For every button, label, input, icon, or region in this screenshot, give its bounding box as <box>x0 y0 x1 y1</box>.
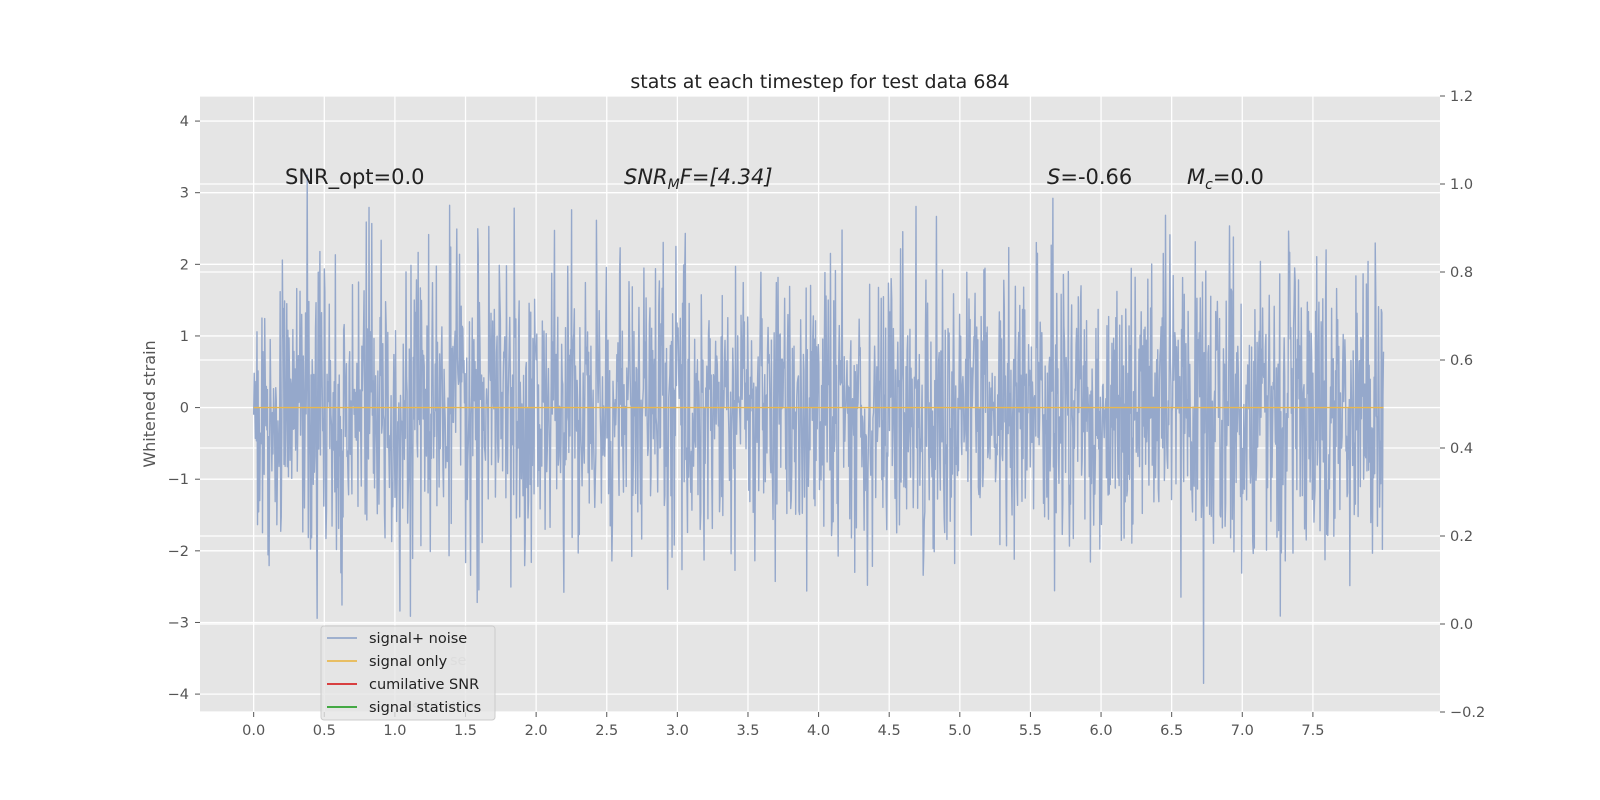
y-tick-label: −1 <box>168 472 189 488</box>
x-axis: 0.0 0.5 1.0 1.5 2.0 2.5 3.0 3.5 4.0 4.5 5.0 5.5 6.0 6… <box>242 712 1324 739</box>
series-signal-plus-noise <box>252 174 1385 685</box>
x-tick-label: 2.5 <box>595 723 618 739</box>
x-tick-label: 0.5 <box>313 723 336 739</box>
annotation-snr-opt: SNR_opt=0.0 <box>285 165 425 190</box>
x-tick-label: 4.5 <box>878 723 901 739</box>
y-tick-label: −3 <box>168 615 189 631</box>
x-tick-label: 3.5 <box>736 723 759 739</box>
x-tick-label: 1.5 <box>454 723 477 739</box>
x-tick-label: 7.0 <box>1231 723 1254 739</box>
legend-label-signal-plus-noise: signal+ noise <box>369 631 467 647</box>
legend-label-signal-statistics: signal statistics <box>369 700 481 716</box>
x-tick-label: 1.0 <box>383 723 406 739</box>
x-tick-label: 4.0 <box>807 723 830 739</box>
y2-tick-label: 1.2 <box>1450 89 1473 105</box>
y-axis-left: −4 −3 −2 −1 0 1 2 3 4 <box>168 114 200 703</box>
x-tick-label: 5.5 <box>1019 723 1042 739</box>
x-tick-label: 3.0 <box>666 723 689 739</box>
y-tick-label: 0 <box>180 401 189 417</box>
annotation-s: S=-0.66 <box>1047 165 1132 189</box>
y-tick-label: 3 <box>180 186 189 202</box>
chart-title: stats at each timestep for test data 684 <box>630 71 1009 93</box>
y-tick-label: −2 <box>168 544 189 560</box>
y2-tick-label: 0.8 <box>1450 265 1473 281</box>
x-tick-label: 6.0 <box>1090 723 1113 739</box>
y2-tick-label: 1.0 <box>1450 177 1473 193</box>
y2-tick-label: 0.6 <box>1450 353 1473 369</box>
y2-tick-label: −0.2 <box>1450 705 1485 721</box>
y-tick-label: 2 <box>180 257 189 273</box>
x-tick-label: 5.0 <box>948 723 971 739</box>
y-tick-label: −4 <box>168 687 189 703</box>
x-tick-label: 7.5 <box>1301 723 1324 739</box>
y-axis-right: −0.2 0.0 0.2 0.4 0.6 0.8 1.0 1.2 <box>1440 89 1485 721</box>
y-axis-label: Whitened strain <box>140 340 159 467</box>
legend-label-cumilative-snr: cumilative SNR <box>369 677 479 693</box>
legend-box <box>320 625 496 721</box>
y-tick-label: 4 <box>180 114 189 130</box>
series-line-signal-plus-noise <box>252 174 1385 685</box>
legend-ghost-2: statistics <box>412 699 477 715</box>
legend: signal+ noise se signal only cumilative … <box>320 625 496 721</box>
x-tick-label: 6.5 <box>1160 723 1183 739</box>
y2-tick-label: 0.0 <box>1450 617 1473 633</box>
y2-tick-label: 0.2 <box>1450 529 1473 545</box>
legend-label-signal-only: signal only <box>369 654 448 670</box>
y2-tick-label: 0.4 <box>1450 441 1473 457</box>
annotation-mc: Mc=0.0 <box>1187 165 1264 193</box>
y-tick-label: 1 <box>180 329 189 345</box>
annotation-snr-mf: SNRMF=[4.34] <box>624 165 773 193</box>
x-tick-label: 2.0 <box>525 723 548 739</box>
x-tick-label: 0.0 <box>242 723 265 739</box>
legend-ghost-1: se <box>450 653 467 669</box>
